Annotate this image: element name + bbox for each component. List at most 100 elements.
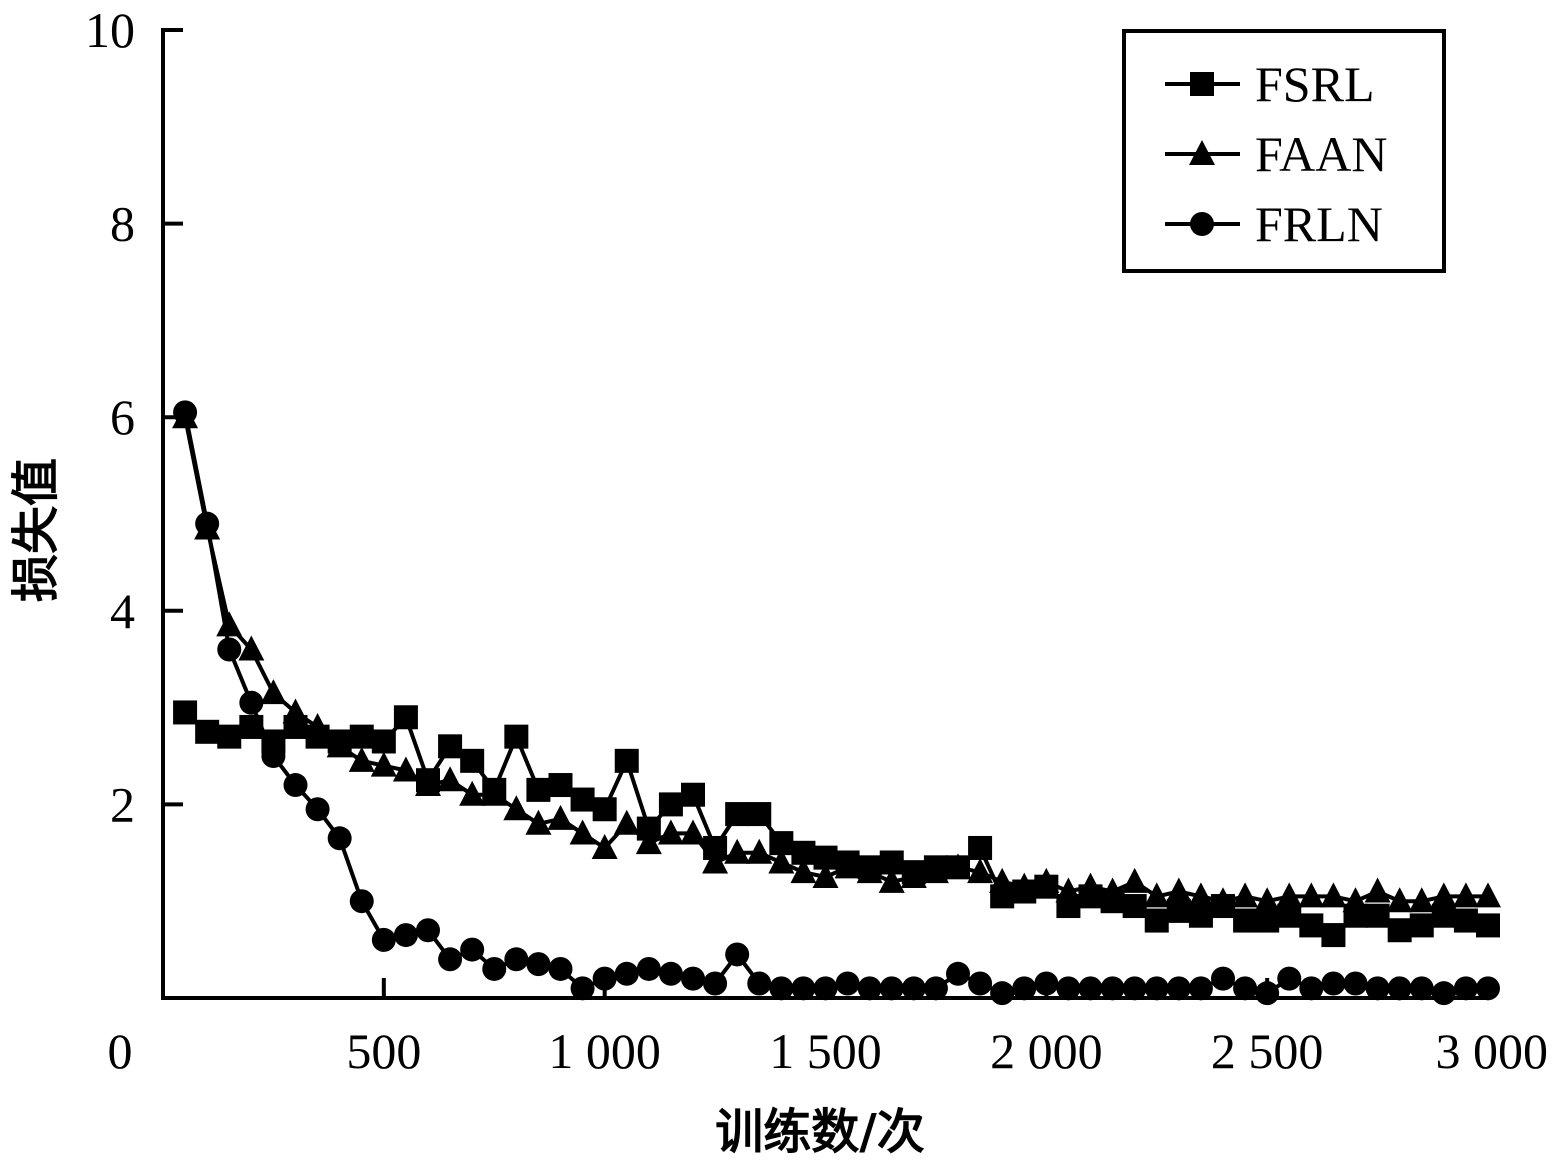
series-faan	[172, 403, 1501, 913]
data-point-fsrl	[614, 748, 639, 773]
data-point-fsrl	[1476, 913, 1500, 938]
data-point-faan	[1475, 882, 1501, 908]
data-point-frln	[239, 690, 264, 715]
data-point-faan	[525, 809, 552, 835]
data-point-frln	[857, 976, 882, 1001]
data-point-fsrl	[217, 724, 242, 749]
data-point-faan	[1408, 887, 1435, 913]
data-point-faan	[1342, 887, 1369, 913]
data-point-frln	[592, 966, 617, 991]
data-point-fsrl	[371, 729, 396, 754]
data-point-fsrl	[681, 782, 705, 807]
data-point-faan	[1121, 867, 1148, 893]
data-point-faan	[392, 756, 419, 782]
legend: FSRL FAAN FRLN	[1122, 29, 1446, 273]
x-tick-label: 1 000	[548, 1023, 661, 1079]
data-point-fsrl	[438, 734, 463, 759]
data-point-fsrl	[1166, 898, 1191, 923]
data-point-frln	[791, 976, 816, 1001]
data-point-faan	[1232, 882, 1259, 908]
data-point-frln	[990, 981, 1015, 1006]
data-point-faan	[1143, 882, 1170, 908]
data-point-frln	[1343, 971, 1368, 996]
data-point-frln	[173, 400, 198, 425]
data-point-frln	[879, 976, 904, 1001]
data-point-faan	[724, 838, 751, 864]
data-point-frln	[1233, 976, 1258, 1001]
data-point-frln	[504, 947, 529, 972]
data-point-fsrl	[1299, 913, 1324, 938]
data-point-frln	[681, 966, 705, 991]
data-point-faan	[1430, 882, 1457, 908]
data-point-frln	[1476, 976, 1500, 1001]
data-point-frln	[923, 976, 948, 1001]
data-point-frln	[195, 511, 220, 536]
data-point-faan	[304, 712, 331, 738]
data-point-faan	[415, 771, 441, 797]
data-point-faan	[945, 853, 971, 879]
data-point-faan	[1165, 877, 1192, 903]
data-point-faan	[1187, 882, 1214, 908]
data-point-frln	[305, 797, 330, 822]
data-point-frln	[371, 927, 396, 952]
y-tick-label: 4	[110, 583, 135, 639]
data-point-frln	[1277, 966, 1302, 991]
data-point-faan	[503, 795, 530, 821]
data-point-fsrl	[1321, 923, 1346, 948]
data-point-faan	[1077, 872, 1104, 898]
data-point-frln	[1365, 976, 1390, 1001]
data-point-faan	[591, 833, 618, 859]
data-point-frln	[1122, 976, 1147, 1001]
data-point-faan	[878, 867, 905, 893]
data-point-frln	[1453, 976, 1478, 1001]
data-point-fsrl	[592, 797, 617, 822]
data-point-fsrl	[1233, 908, 1258, 933]
data-point-faan	[834, 853, 861, 879]
data-point-frln	[968, 971, 993, 996]
data-point-fsrl	[725, 802, 750, 827]
data-point-faan	[437, 766, 464, 792]
y-tick-label: 2	[110, 776, 135, 832]
series-line-faan	[183, 416, 1488, 904]
data-point-fsrl	[349, 724, 374, 749]
y-axis-title: 损失值	[8, 458, 64, 602]
data-point-fsrl	[1431, 903, 1456, 928]
data-point-faan	[1276, 882, 1303, 908]
data-point-fsrl	[460, 748, 485, 773]
data-point-frln	[526, 952, 551, 977]
data-point-faan	[326, 732, 353, 758]
data-point-faan	[1298, 882, 1325, 908]
data-point-faan	[1452, 882, 1479, 908]
data-point-faan	[922, 858, 949, 884]
data-point-frln	[283, 773, 308, 798]
data-point-faan	[657, 819, 684, 845]
data-point-faan	[1055, 877, 1082, 903]
data-point-frln	[349, 889, 374, 914]
data-point-frln	[460, 937, 485, 962]
data-point-frln	[327, 826, 352, 851]
data-point-faan	[238, 635, 265, 661]
x-tick-label: 1 500	[769, 1023, 882, 1079]
data-point-frln	[416, 918, 440, 943]
data-point-fsrl	[570, 787, 595, 812]
data-point-faan	[768, 848, 795, 874]
data-point-frln	[747, 971, 772, 996]
data-point-frln	[1078, 976, 1103, 1001]
data-point-faan	[569, 819, 596, 845]
legend-label-faan: FAAN	[1255, 126, 1387, 182]
x-tick-label: 3 000	[1436, 1023, 1549, 1079]
data-point-faan	[1320, 882, 1347, 908]
data-point-fsrl	[195, 719, 220, 744]
data-point-frln	[1321, 971, 1346, 996]
legend-marker-faan	[1189, 140, 1215, 165]
data-point-frln	[393, 923, 418, 948]
data-point-faan	[459, 780, 486, 806]
data-point-faan	[216, 611, 243, 637]
data-point-fsrl	[658, 792, 683, 817]
x-tick-label: 2 000	[990, 1023, 1103, 1079]
data-point-faan	[481, 780, 508, 806]
data-point-fsrl	[1365, 903, 1390, 928]
data-point-frln	[901, 976, 926, 1001]
legend-label-fsrl: FSRL	[1255, 56, 1375, 112]
data-point-faan	[1033, 867, 1060, 893]
